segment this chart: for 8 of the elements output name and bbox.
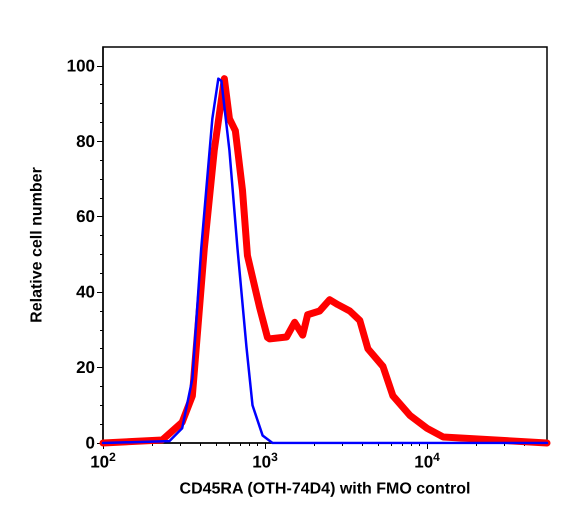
y-tick-label: 20	[76, 358, 95, 378]
y-tick-label: 60	[76, 207, 95, 226]
y-tick-label: 100	[66, 56, 95, 76]
x-axis-title: CD45RA (OTH-74D4) with FMO control	[180, 480, 470, 498]
y-tick-label: 0	[86, 434, 95, 452]
y-axis-title: Relative cell number	[28, 167, 46, 323]
y-tick-label: 80	[76, 132, 95, 151]
y-tick-label: 40	[76, 282, 95, 302]
